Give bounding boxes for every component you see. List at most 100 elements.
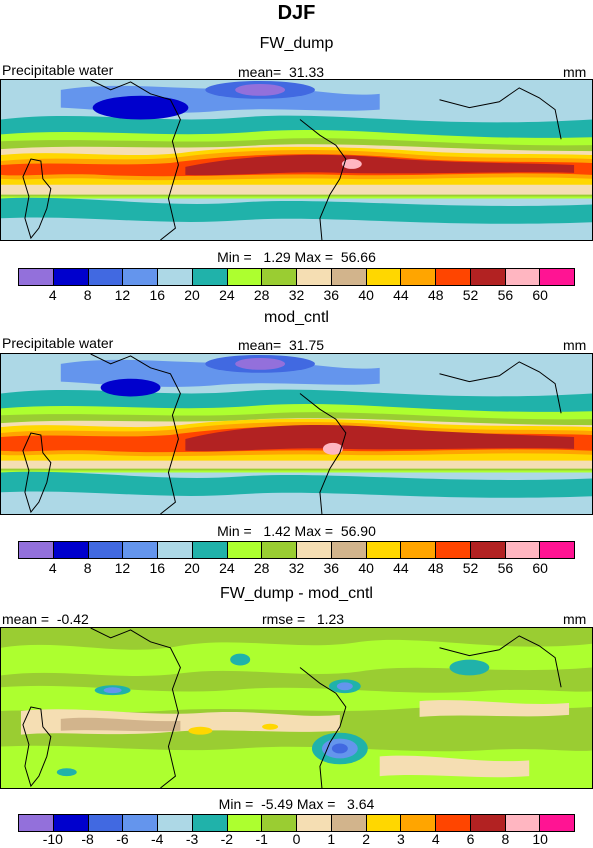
colorbar-swatch — [540, 269, 574, 285]
colorbar-swatch — [123, 815, 158, 831]
colorbar-swatch — [53, 542, 89, 558]
colorbar-tick-label: -2 — [220, 831, 234, 847]
colorbar-swatch — [401, 269, 436, 285]
panel1-colorbar-ticks: 4 8 12 16 20 24 28 32 36 40 44 48 52 56 60 — [18, 288, 575, 304]
colorbar-swatch — [470, 269, 506, 285]
colorbar-swatch — [53, 269, 89, 285]
colorbar-swatch — [19, 269, 54, 285]
panel1-colorbar — [18, 268, 575, 286]
panel3-mean-label: mean = -0.42 — [2, 611, 89, 627]
colorbar-tick-label: 20 — [184, 560, 200, 576]
panel1-field-label: Precipitable water — [2, 62, 114, 78]
colorbar-tick-label: 28 — [253, 560, 270, 576]
colorbar-swatch — [227, 269, 263, 285]
colorbar-tick-label: 4 — [48, 287, 57, 303]
colorbar-swatch — [297, 269, 332, 285]
colorbar-tick-label: -10 — [42, 831, 63, 847]
colorbar-swatch — [470, 815, 506, 831]
panel2-title: mod_cntl — [264, 309, 329, 326]
colorbar-tick-label: 44 — [393, 560, 409, 576]
panel2-colorbar-ticks: 4 8 12 16 20 24 28 32 36 40 44 48 52 56 60 — [18, 561, 575, 577]
colorbar-swatch — [262, 269, 297, 285]
panel2-field-label: Precipitable water — [2, 335, 114, 351]
panel2-mean-label: mean= 31.75 — [238, 337, 325, 353]
colorbar-tick-label: 12 — [114, 287, 131, 303]
colorbar-swatch — [297, 815, 332, 831]
colorbar-tick-label: 4 — [431, 831, 440, 847]
figure-title: DJF — [277, 2, 316, 24]
panel3-colorbar-ticks: -10 -8 -6 -4 -3 -2 -1 0 1 2 3 4 6 8 10 — [18, 832, 575, 848]
colorbar-tick-label: 32 — [288, 287, 305, 303]
colorbar-tick-label: 8 — [83, 560, 92, 576]
colorbar-tick-label: 0 — [292, 831, 301, 847]
colorbar-tick-label: 36 — [323, 560, 340, 576]
colorbar-tick-label: 2 — [362, 831, 371, 847]
panel2-contour-map — [1, 354, 592, 514]
colorbar-swatch — [158, 815, 193, 831]
panel1-map — [0, 79, 593, 241]
colorbar-swatch — [158, 542, 193, 558]
colorbar-tick-label: 3 — [397, 831, 405, 847]
panel3-colorbar — [18, 814, 575, 832]
colorbar-swatch — [401, 815, 436, 831]
panel3-minmax: Min = -5.49 Max = 3.64 — [218, 796, 375, 812]
colorbar-tick-label: 60 — [532, 287, 548, 303]
colorbar-swatch — [366, 542, 402, 558]
colorbar-swatch — [19, 542, 54, 558]
colorbar-swatch — [192, 815, 228, 831]
colorbar-swatch — [366, 815, 402, 831]
panel1-contour-map — [1, 80, 592, 240]
colorbar-swatch — [505, 269, 541, 285]
colorbar-tick-label: 48 — [427, 560, 444, 576]
colorbar-tick-label: 60 — [532, 560, 548, 576]
colorbar-swatch — [192, 269, 228, 285]
colorbar-swatch — [227, 542, 263, 558]
colorbar-tick-label: 12 — [114, 560, 131, 576]
panel2-colorbar — [18, 541, 575, 559]
colorbar-swatch — [123, 542, 158, 558]
colorbar-swatch — [366, 269, 402, 285]
colorbar-tick-label: 10 — [532, 831, 548, 847]
colorbar-tick-label: 28 — [253, 287, 270, 303]
panel1-mean-label: mean= 31.33 — [238, 64, 325, 80]
colorbar-tick-label: 48 — [427, 287, 444, 303]
colorbar-swatch — [436, 269, 471, 285]
colorbar-swatch — [505, 815, 541, 831]
panel1-title: FW_dump — [259, 35, 334, 52]
colorbar-tick-label: 56 — [497, 287, 514, 303]
colorbar-swatch — [88, 542, 124, 558]
panel3-contour-map — [1, 628, 592, 788]
colorbar-tick-label: 40 — [358, 287, 374, 303]
panel2-minmax: Min = 1.42 Max = 56.90 — [217, 523, 376, 539]
colorbar-swatch — [88, 815, 124, 831]
colorbar-swatch — [540, 815, 574, 831]
colorbar-swatch — [470, 542, 506, 558]
colorbar-swatch — [401, 542, 436, 558]
colorbar-tick-label: 40 — [358, 560, 374, 576]
colorbar-swatch — [331, 542, 367, 558]
colorbar-tick-label: 52 — [462, 560, 479, 576]
colorbar-swatch — [297, 542, 332, 558]
colorbar-tick-label: -4 — [151, 831, 164, 847]
colorbar-swatch — [436, 542, 471, 558]
colorbar-tick-label: 1 — [327, 831, 336, 847]
colorbar-tick-label: 52 — [462, 287, 479, 303]
colorbar-swatch — [88, 269, 124, 285]
colorbar-swatch — [262, 815, 297, 831]
colorbar-swatch — [505, 542, 541, 558]
colorbar-tick-label: -8 — [81, 831, 94, 847]
colorbar-tick-label: -6 — [116, 831, 129, 847]
colorbar-swatch — [158, 269, 193, 285]
colorbar-tick-label: 24 — [219, 287, 235, 303]
colorbar-swatch — [262, 542, 297, 558]
panel3-units: mm — [563, 611, 587, 627]
colorbar-tick-label: 44 — [393, 287, 409, 303]
colorbar-swatch — [540, 542, 574, 558]
colorbar-swatch — [331, 269, 367, 285]
colorbar-tick-label: 20 — [184, 287, 200, 303]
colorbar-tick-label: 8 — [83, 287, 92, 303]
colorbar-tick-label: -3 — [185, 831, 199, 847]
colorbar-tick-label: 32 — [288, 560, 305, 576]
panel3-map — [0, 627, 593, 789]
